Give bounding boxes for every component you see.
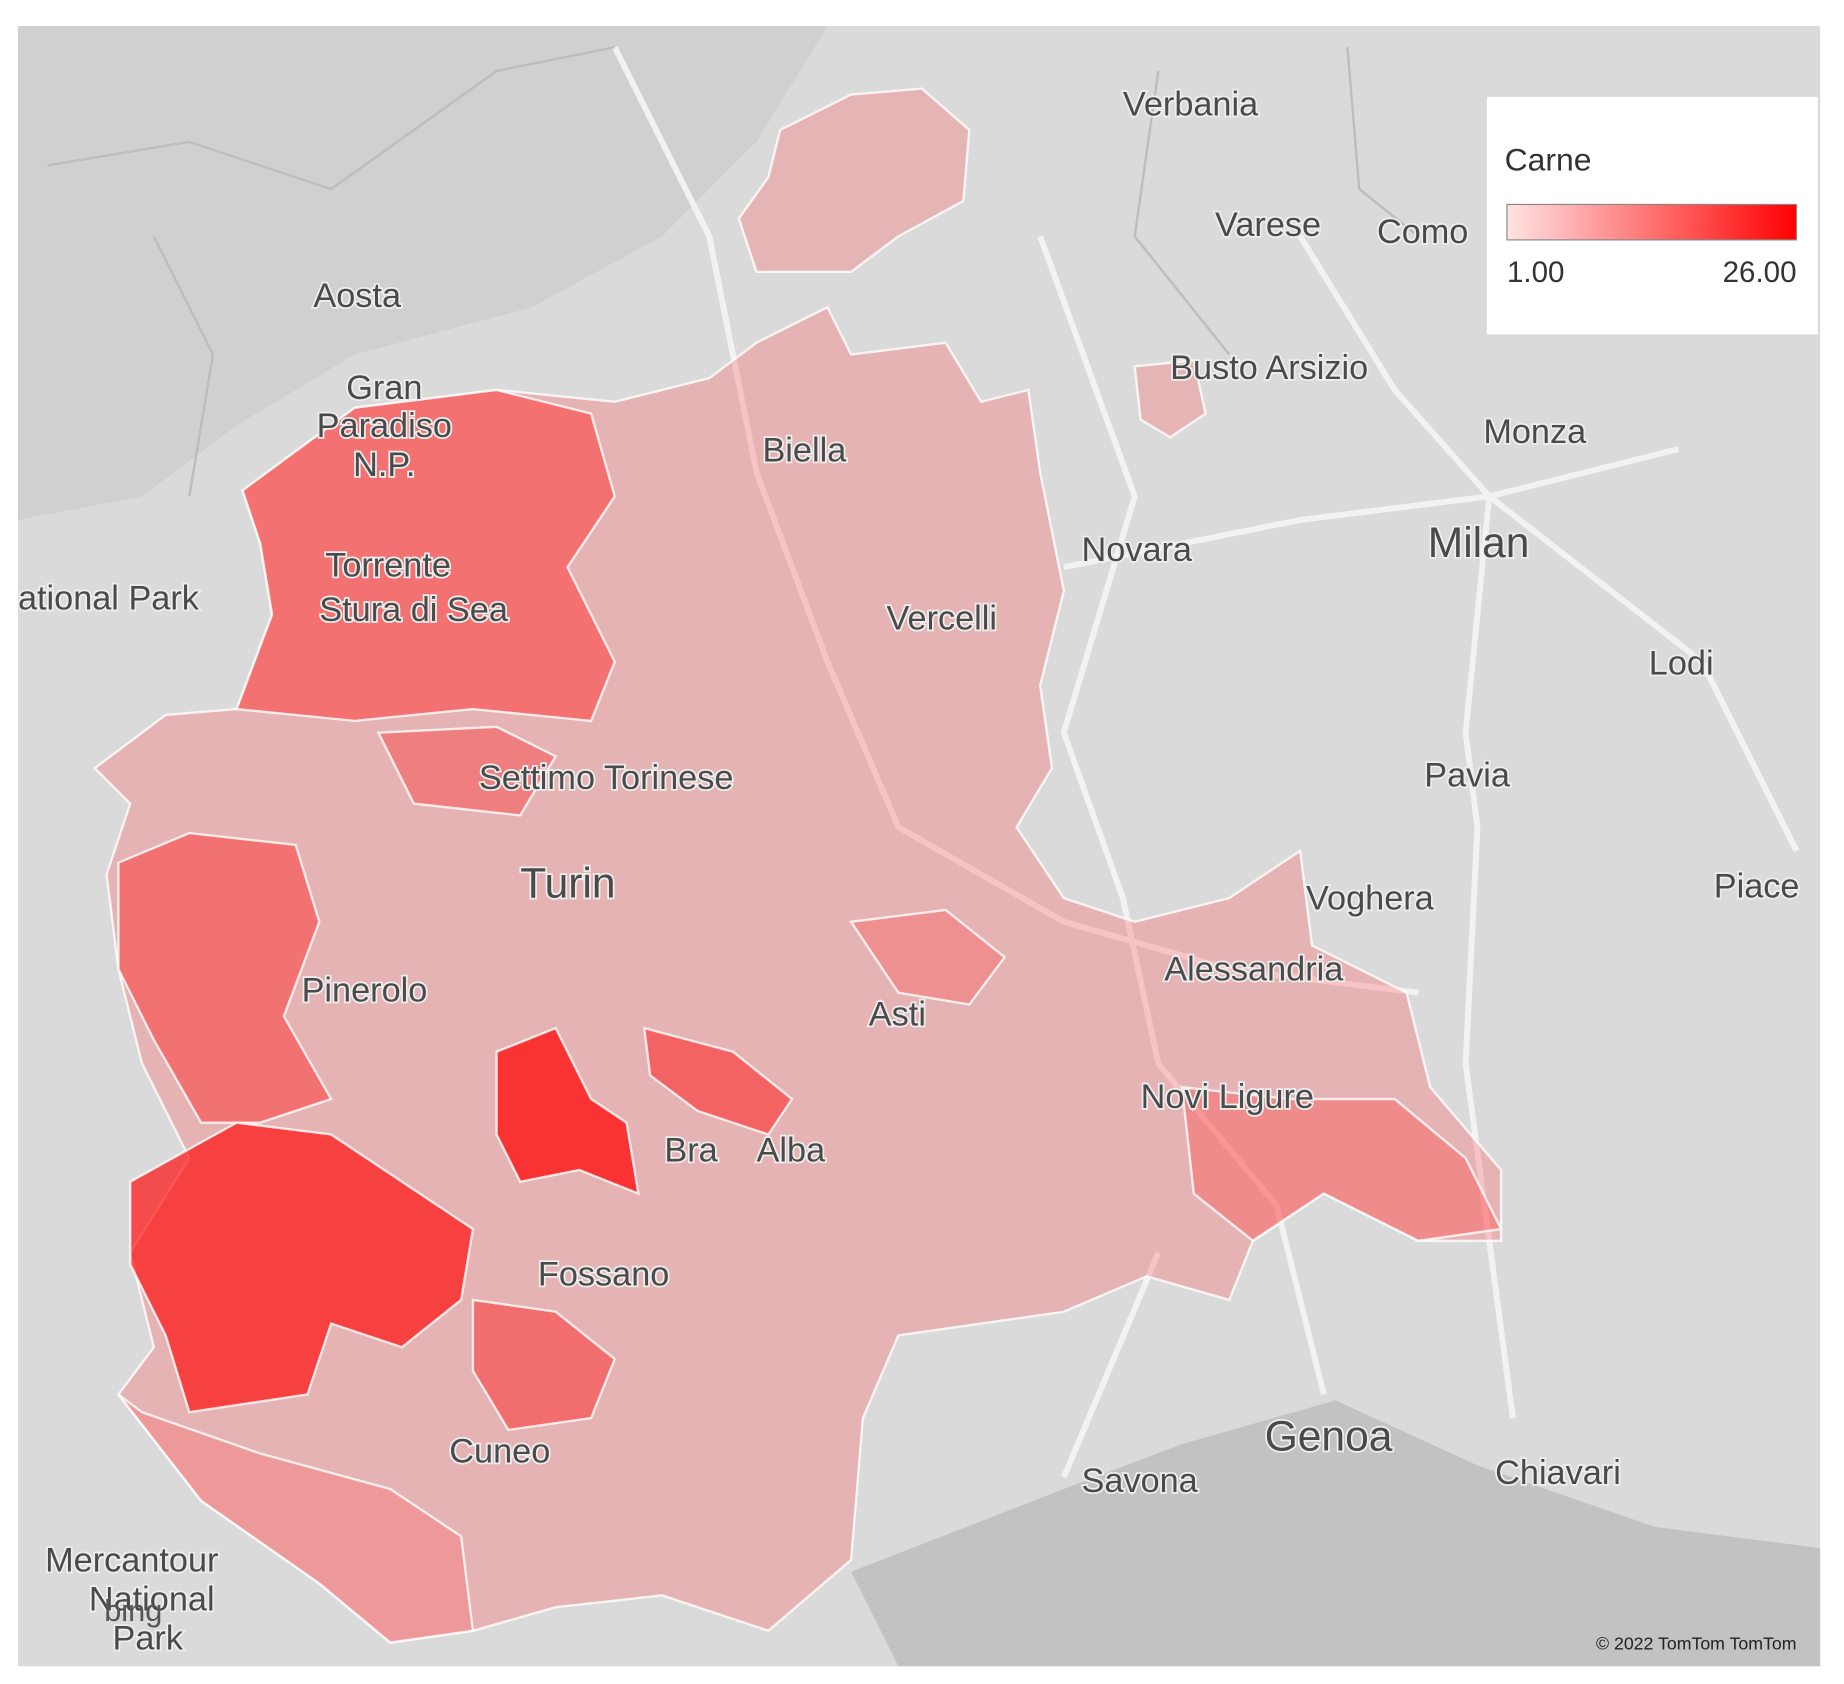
place-label: N.P. xyxy=(353,446,415,484)
place-label: Busto Arsizio xyxy=(1170,349,1368,387)
place-label: Torrente xyxy=(325,546,451,584)
place-label: Biella xyxy=(762,432,847,470)
place-label: Vercelli xyxy=(887,599,997,637)
place-label: National xyxy=(89,1580,215,1618)
place-label: Bra xyxy=(664,1131,718,1169)
legend: Carne 1.00 26.00 xyxy=(1486,96,1818,335)
logo: bing xyxy=(104,1593,162,1628)
place-label: Novi Ligure xyxy=(1141,1078,1314,1116)
place-label: Milan xyxy=(1428,519,1530,567)
place-label: Settimo Torinese xyxy=(479,759,734,797)
place-label: Cuneo xyxy=(449,1433,550,1471)
place-label: Gran xyxy=(346,369,422,407)
place-label: Paradiso xyxy=(317,407,452,445)
place-label: Pinerolo xyxy=(302,972,428,1010)
place-label: ational Park xyxy=(18,579,200,617)
attribution: © 2022 TomTom TomTom xyxy=(1596,1634,1797,1654)
legend-title: Carne xyxy=(1505,141,1592,177)
place-label: Varese xyxy=(1215,206,1321,244)
place-label: Genoa xyxy=(1265,1413,1393,1461)
place-label: Voghera xyxy=(1306,880,1435,918)
place-label: Asti xyxy=(869,995,926,1033)
place-label: Verbania xyxy=(1123,85,1259,123)
place-label: Park xyxy=(112,1619,183,1657)
place-label: Aosta xyxy=(313,277,402,315)
place-label: Novara xyxy=(1082,531,1193,569)
place-label: Piace xyxy=(1714,868,1800,906)
place-label: Lodi xyxy=(1649,644,1714,682)
place-label: Turin xyxy=(520,860,615,908)
sea xyxy=(851,1400,1821,1667)
place-label: Stura di Sea xyxy=(319,591,509,629)
place-label: Fossano xyxy=(538,1255,669,1293)
place-label: Alba xyxy=(757,1131,827,1169)
place-label: Savona xyxy=(1082,1462,1199,1500)
place-label: Chiavari xyxy=(1495,1454,1621,1492)
place-label: Alessandria xyxy=(1164,950,1344,988)
legend-min-label: 1.00 xyxy=(1507,256,1564,289)
place-label: Mercantour xyxy=(45,1541,218,1579)
place-label: Como xyxy=(1377,213,1468,251)
terrain xyxy=(17,25,828,520)
place-label: Pavia xyxy=(1424,757,1511,795)
place-label: Monza xyxy=(1483,413,1587,451)
place-labels: Verbania Varese Como Aosta Gran Paradiso… xyxy=(16,84,1801,1659)
legend-max-label: 26.00 xyxy=(1723,256,1797,289)
legend-gradient xyxy=(1506,203,1798,241)
regions xyxy=(92,87,1503,1644)
roads xyxy=(47,45,1800,1479)
